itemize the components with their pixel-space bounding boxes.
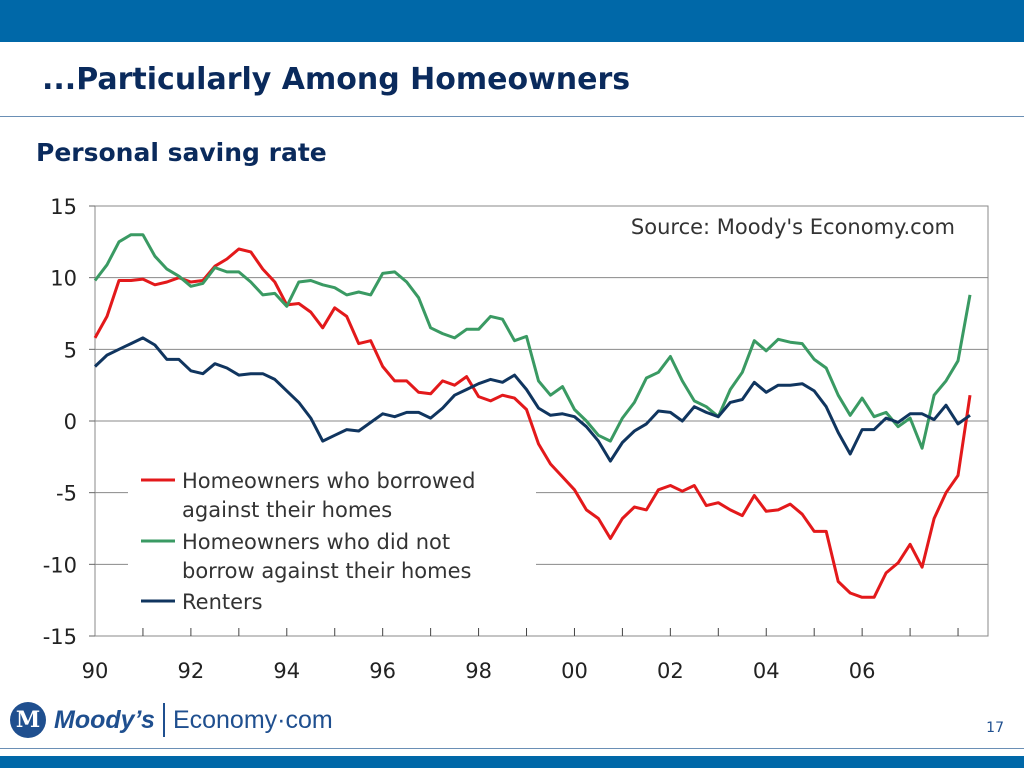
x-tick-label: 96	[369, 659, 396, 683]
y-tick-label: -15	[43, 625, 77, 649]
x-tick-label: 06	[849, 659, 876, 683]
y-tick-label: 15	[50, 195, 77, 219]
y-tick-label: 5	[64, 338, 77, 362]
y-tick-label: -5	[56, 482, 77, 506]
footer-divider	[0, 748, 1024, 749]
y-tick-label: -10	[43, 553, 77, 577]
x-tick-label: 04	[753, 659, 780, 683]
legend-label: against their homes	[182, 498, 392, 522]
legend-box	[128, 462, 536, 622]
source-note: Source: Moody's Economy.com	[631, 215, 955, 239]
footer-bar	[0, 756, 1024, 768]
x-tick-label: 90	[82, 659, 109, 683]
chart-series	[93, 233, 972, 599]
legend-label: borrow against their homes	[182, 559, 471, 583]
chart-title: Personal saving rate	[36, 138, 327, 167]
slide-title: ...Particularly Among Homeowners	[42, 62, 631, 97]
x-tick-label: 92	[178, 659, 205, 683]
series-line-1	[93, 233, 972, 450]
series-line-0	[93, 247, 972, 599]
x-tick-label: 98	[465, 659, 492, 683]
header-bar	[0, 0, 1024, 42]
moodys-emblem-icon: M	[10, 702, 46, 738]
x-tick-label: 94	[273, 659, 300, 683]
logo-separator	[162, 703, 165, 737]
series-line-2	[93, 336, 971, 463]
title-divider	[0, 116, 1024, 117]
chart-grid	[94, 205, 989, 637]
legend-label: Renters	[182, 590, 263, 614]
y-tick-label: 0	[64, 410, 77, 434]
legend-label: Homeowners who borrowed	[182, 469, 475, 493]
company-logo: M Moody’s Economy·com	[10, 700, 333, 740]
x-tick-label: 00	[561, 659, 588, 683]
y-tick-label: 10	[50, 267, 77, 291]
logo-product-text: Economy·com	[172, 705, 333, 734]
legend-label: Homeowners who did not	[182, 530, 450, 554]
page-number: 17	[986, 720, 1004, 736]
chart-legend: Homeowners who borrowed against their hom…	[128, 462, 536, 622]
logo-brand-text: Moody’s	[54, 705, 155, 734]
x-tick-label: 02	[657, 659, 684, 683]
